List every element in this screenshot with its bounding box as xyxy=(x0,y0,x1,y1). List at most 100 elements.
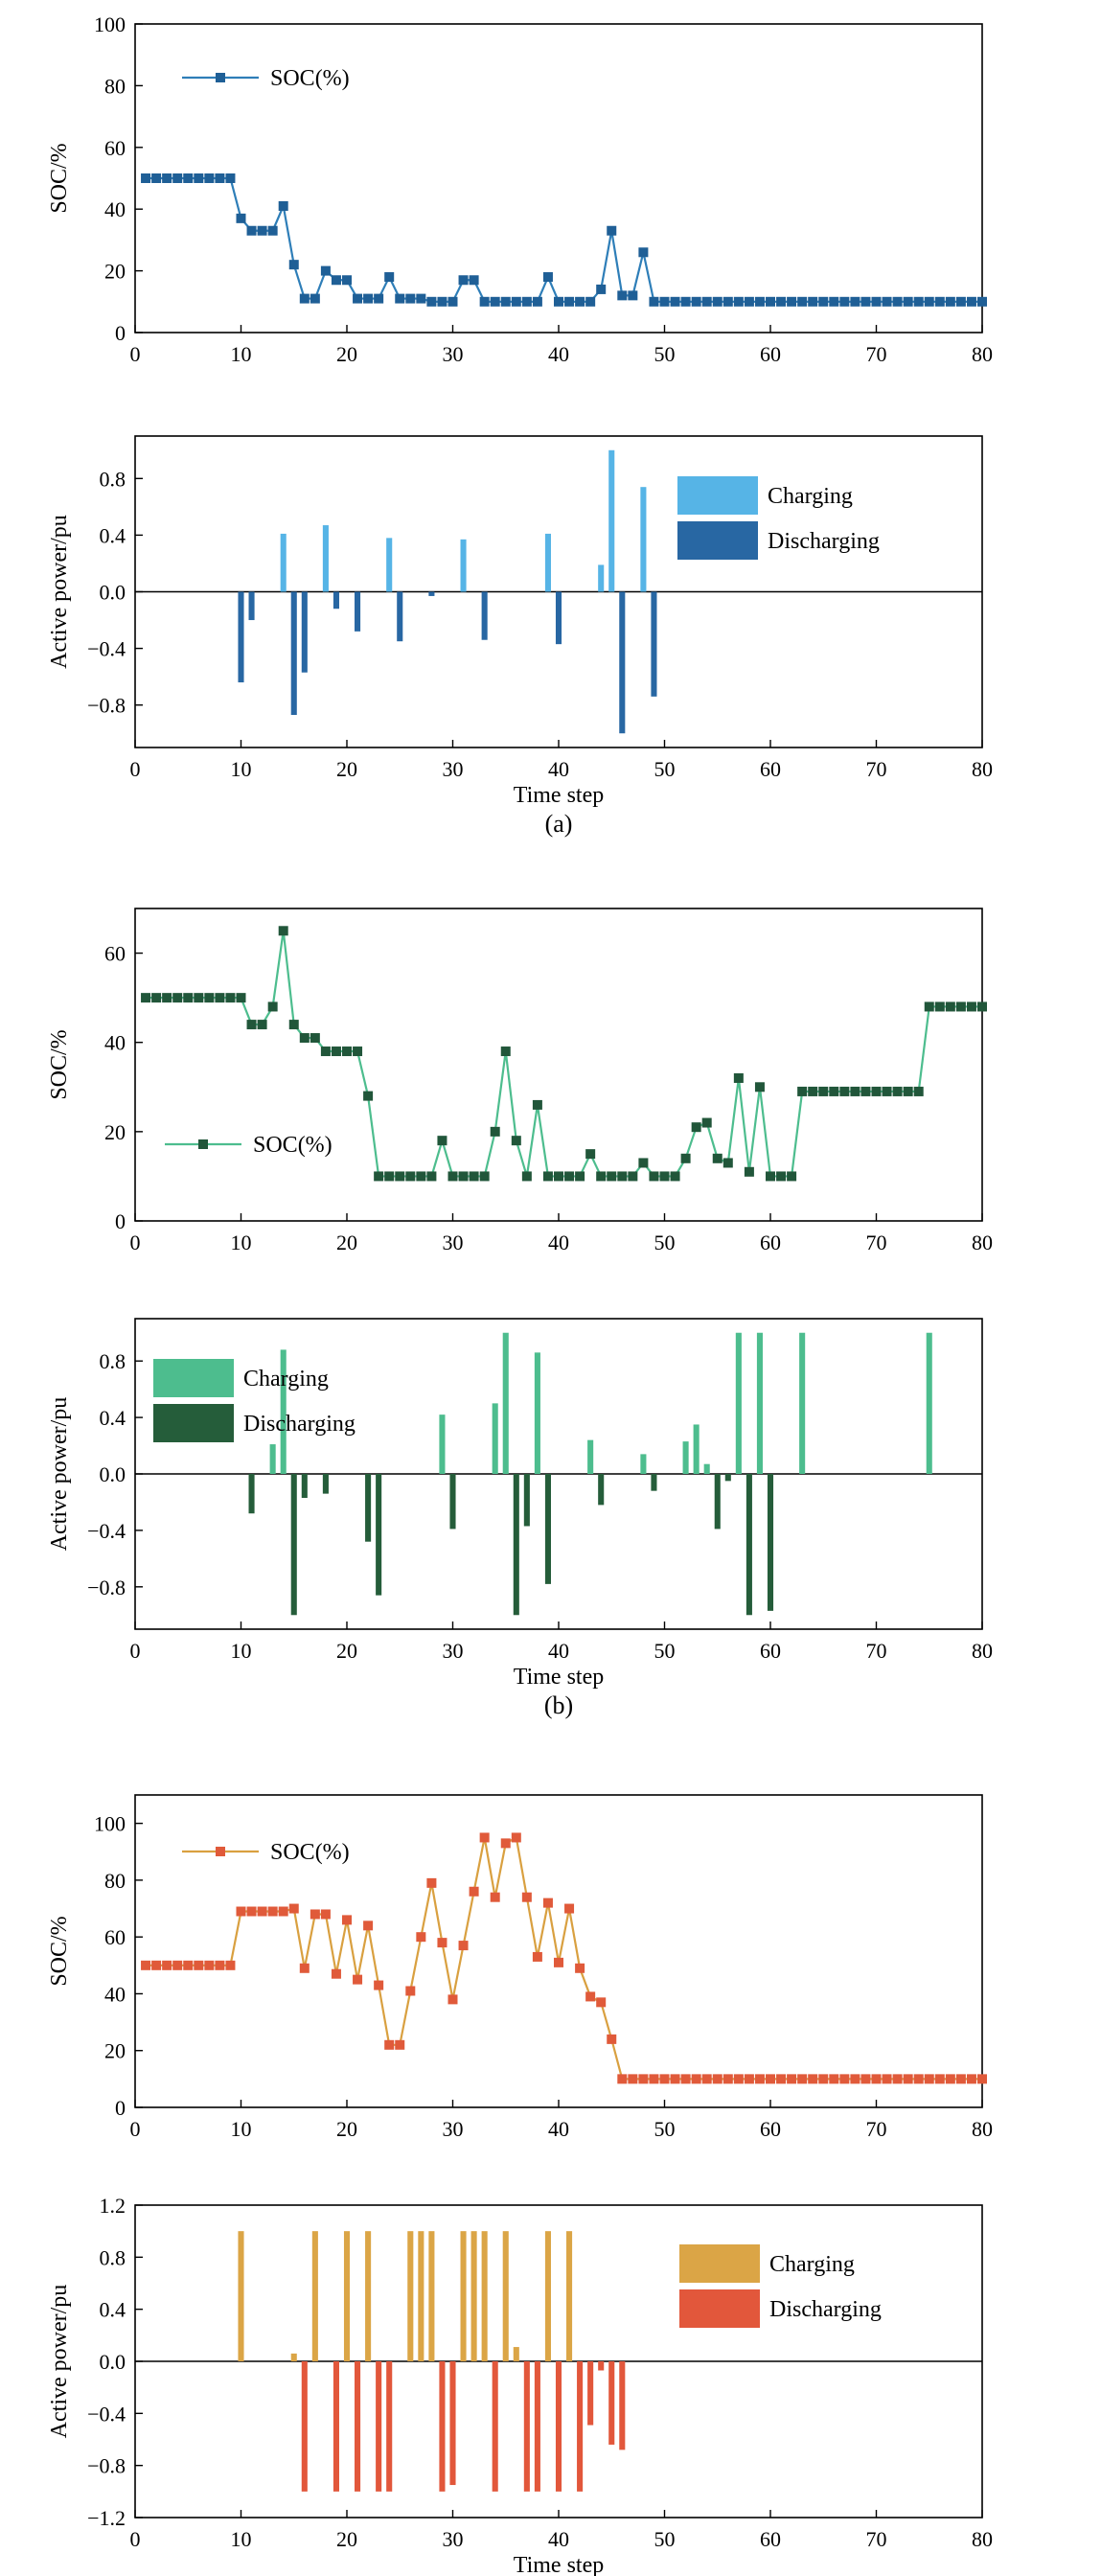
soc-marker xyxy=(733,296,744,307)
y-tick-label: 80 xyxy=(104,74,126,98)
soc-marker xyxy=(172,1960,183,1970)
y-axis-label: Active power/pu xyxy=(47,515,72,669)
x-tick-label: 40 xyxy=(548,342,569,366)
soc-marker xyxy=(363,1091,374,1101)
discharging-bar xyxy=(333,2361,339,2492)
soc-marker xyxy=(542,1898,553,1908)
soc-marker xyxy=(670,296,680,307)
discharging-bar xyxy=(598,1474,605,1506)
soc-marker xyxy=(257,1906,267,1917)
y-tick-label: −0.8 xyxy=(87,694,126,718)
soc-marker xyxy=(776,1171,787,1182)
soc-marker xyxy=(162,993,172,1003)
soc-marker xyxy=(405,1171,416,1182)
soc-marker xyxy=(395,1171,405,1182)
soc-marker xyxy=(194,993,204,1003)
soc-marker xyxy=(374,293,384,304)
legend-label-discharging: Discharging xyxy=(243,1412,356,1437)
soc-marker xyxy=(818,2074,829,2084)
soc-marker xyxy=(892,2074,903,2084)
soc-marker xyxy=(299,1963,310,1973)
x-tick-label: 50 xyxy=(654,342,676,366)
soc-marker xyxy=(458,1171,469,1182)
x-tick-label: 50 xyxy=(654,1230,676,1254)
soc-marker xyxy=(554,1171,563,1182)
soc-marker xyxy=(490,1892,500,1902)
x-tick-label: 10 xyxy=(231,2527,252,2551)
soc-marker xyxy=(585,296,596,307)
soc-marker xyxy=(808,296,818,307)
soc-marker xyxy=(511,1832,521,1843)
soc-line xyxy=(146,1835,982,2081)
soc-marker xyxy=(776,2074,787,2084)
soc-marker xyxy=(818,1086,829,1096)
discharging-bar xyxy=(449,1474,456,1530)
soc-marker xyxy=(363,293,374,304)
x-tick-label: 60 xyxy=(760,2117,781,2141)
soc-marker xyxy=(564,1171,575,1182)
x-tick-label: 80 xyxy=(972,342,993,366)
soc-marker xyxy=(426,296,437,307)
soc-marker xyxy=(437,1136,447,1146)
plot-frame-a-top xyxy=(134,23,983,334)
x-tick-label: 40 xyxy=(548,1639,569,1663)
x-tick-label: 20 xyxy=(336,1230,357,1254)
soc-marker xyxy=(617,1171,628,1182)
discharging-bar xyxy=(365,1474,372,1542)
soc-marker xyxy=(353,1974,363,1985)
discharging-bar xyxy=(301,1474,308,1499)
soc-marker xyxy=(596,284,607,294)
soc-marker xyxy=(236,1906,246,1917)
discharging-bar xyxy=(322,1474,329,1494)
soc-marker xyxy=(871,296,882,307)
soc-marker xyxy=(787,296,797,307)
soc-marker xyxy=(395,2039,405,2050)
discharging-bar xyxy=(301,2361,308,2492)
charging-bar xyxy=(544,533,551,592)
discharging-bar xyxy=(767,1474,774,1611)
soc-marker xyxy=(680,1153,691,1163)
x-tick-label: 80 xyxy=(972,1639,993,1663)
soc-marker xyxy=(701,1117,712,1128)
soc-marker xyxy=(542,1171,553,1182)
x-tick-label: 40 xyxy=(548,2117,569,2141)
soc-marker xyxy=(532,1099,542,1110)
soc-marker xyxy=(278,200,288,211)
soc-marker xyxy=(596,1171,607,1182)
soc-marker xyxy=(310,1909,320,1920)
charging-bar xyxy=(343,2231,351,2361)
soc-marker xyxy=(628,2074,638,2084)
y-axis-label: SOC/% xyxy=(47,1029,72,1099)
soc-marker xyxy=(426,1877,437,1888)
soc-marker xyxy=(712,296,723,307)
soc-marker xyxy=(447,296,458,307)
soc-marker xyxy=(172,173,183,183)
soc-marker xyxy=(691,296,701,307)
soc-marker xyxy=(945,2074,955,2084)
charging-bar xyxy=(238,2231,244,2361)
soc-marker xyxy=(966,296,976,307)
y-tick-label: 20 xyxy=(104,2039,126,2063)
soc-marker xyxy=(426,1171,437,1182)
soc-marker xyxy=(945,296,955,307)
soc-marker xyxy=(511,1136,521,1146)
soc-marker xyxy=(288,1020,299,1030)
soc-marker xyxy=(278,1906,288,1917)
soc-marker xyxy=(320,1046,331,1057)
discharging-bar xyxy=(608,2361,615,2445)
soc-marker xyxy=(141,173,151,183)
legend-swatch-discharging xyxy=(153,1404,234,1442)
soc-marker xyxy=(500,1838,511,1849)
charging-bar xyxy=(703,1463,710,1474)
y-tick-label: 0.8 xyxy=(100,467,126,491)
figure-caption: (a) xyxy=(545,810,573,838)
discharging-bar xyxy=(386,2361,393,2492)
charging-bar xyxy=(407,2231,414,2361)
soc-marker xyxy=(162,1960,172,1970)
charging-bar xyxy=(587,1439,594,1474)
soc-marker xyxy=(511,296,521,307)
soc-marker xyxy=(162,173,172,183)
soc-marker xyxy=(680,296,691,307)
soc-marker xyxy=(787,2074,797,2084)
x-tick-label: 30 xyxy=(443,2527,464,2551)
